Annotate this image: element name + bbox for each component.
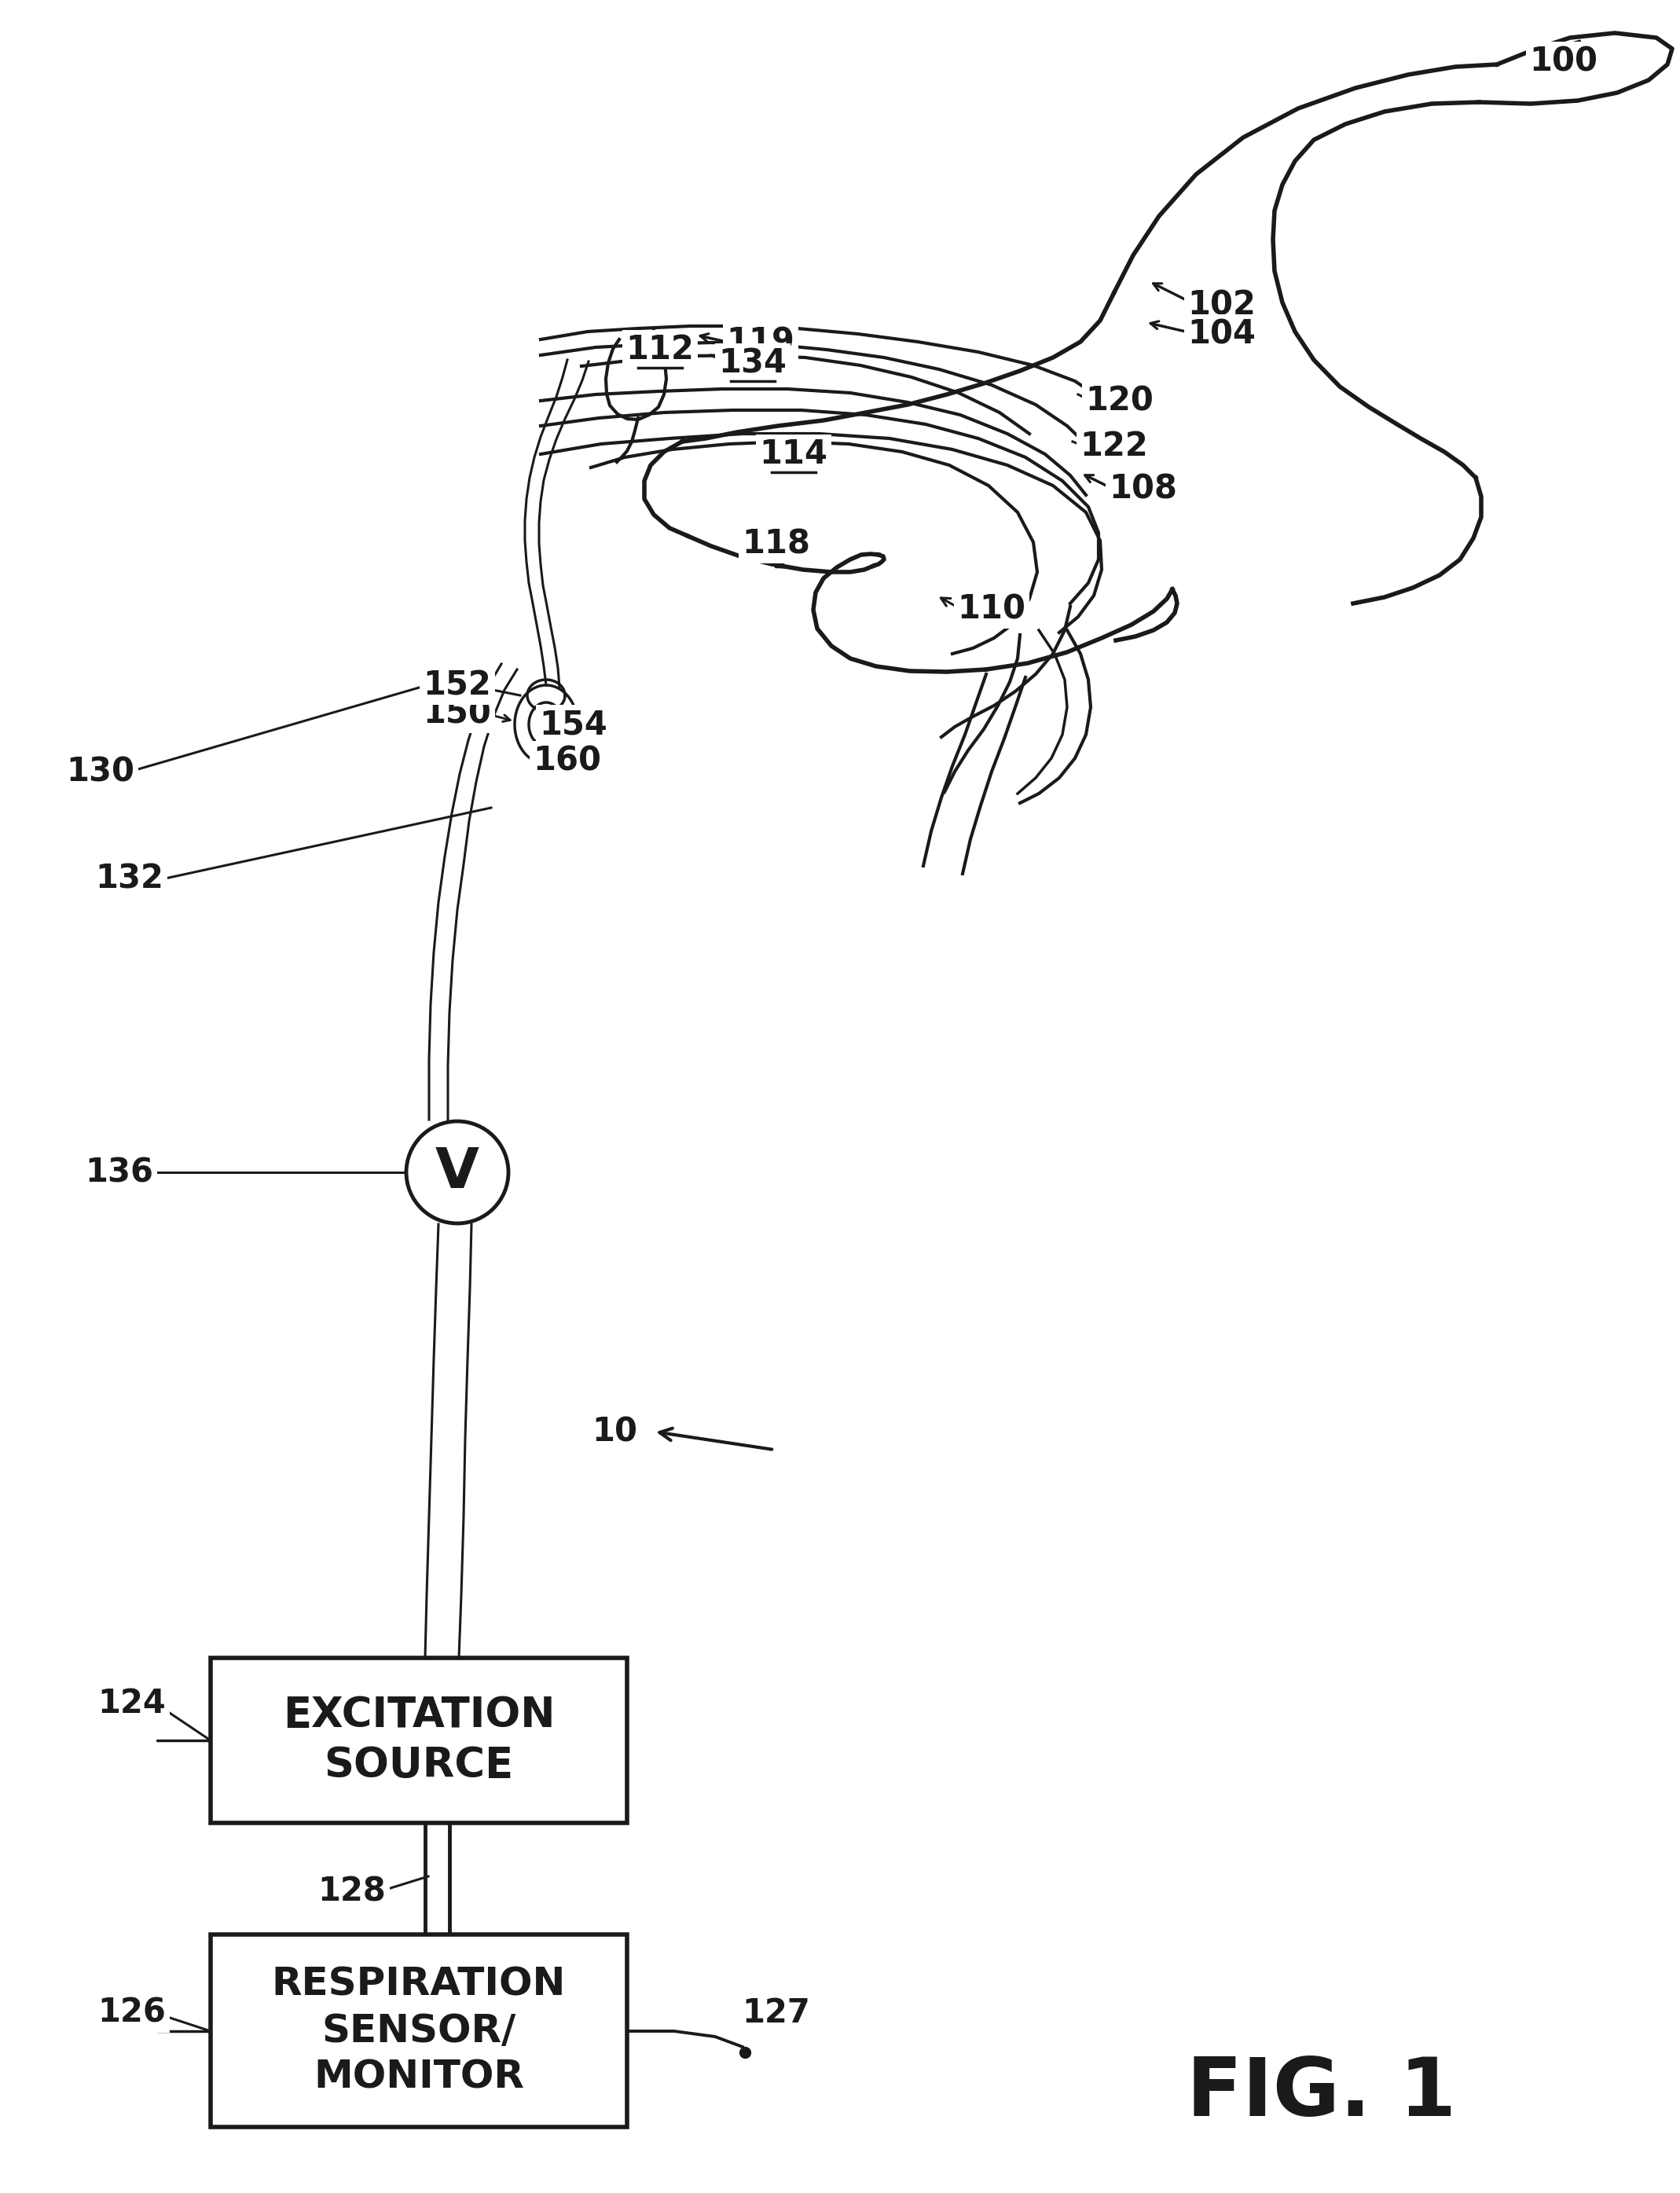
Text: 127: 127 <box>743 1996 810 2029</box>
Text: 136: 136 <box>86 1156 153 1189</box>
Text: 100: 100 <box>1529 44 1598 77</box>
Text: 152: 152 <box>423 669 492 702</box>
Text: 118: 118 <box>743 526 810 559</box>
Text: 160: 160 <box>533 743 601 776</box>
Text: 120: 120 <box>1085 384 1154 417</box>
Text: 154: 154 <box>539 708 608 741</box>
Text: 10: 10 <box>591 1414 637 1447</box>
Text: FIG. 1: FIG. 1 <box>1186 2055 1457 2134</box>
Text: 122: 122 <box>1080 430 1149 463</box>
Text: 150: 150 <box>423 697 492 730</box>
Text: 124: 124 <box>97 1686 166 1719</box>
Text: EXCITATION
SOURCE: EXCITATION SOURCE <box>282 1695 554 1785</box>
Text: 110: 110 <box>958 592 1026 625</box>
Text: 119: 119 <box>726 325 795 357</box>
Text: 102: 102 <box>1188 287 1257 322</box>
FancyBboxPatch shape <box>210 1934 627 2127</box>
Text: 108: 108 <box>1109 471 1178 504</box>
Text: V: V <box>435 1145 479 1200</box>
Text: 132: 132 <box>96 862 163 895</box>
Text: 134: 134 <box>719 346 786 379</box>
FancyBboxPatch shape <box>210 1658 627 1822</box>
Text: 126: 126 <box>97 1996 166 2029</box>
Text: 128: 128 <box>318 1875 386 1908</box>
Text: 112: 112 <box>627 333 694 366</box>
Text: 104: 104 <box>1188 318 1257 351</box>
Text: 130: 130 <box>67 754 134 787</box>
Text: RESPIRATION
SENSOR/
MONITOR: RESPIRATION SENSOR/ MONITOR <box>272 1965 566 2097</box>
Text: 114: 114 <box>759 439 828 471</box>
